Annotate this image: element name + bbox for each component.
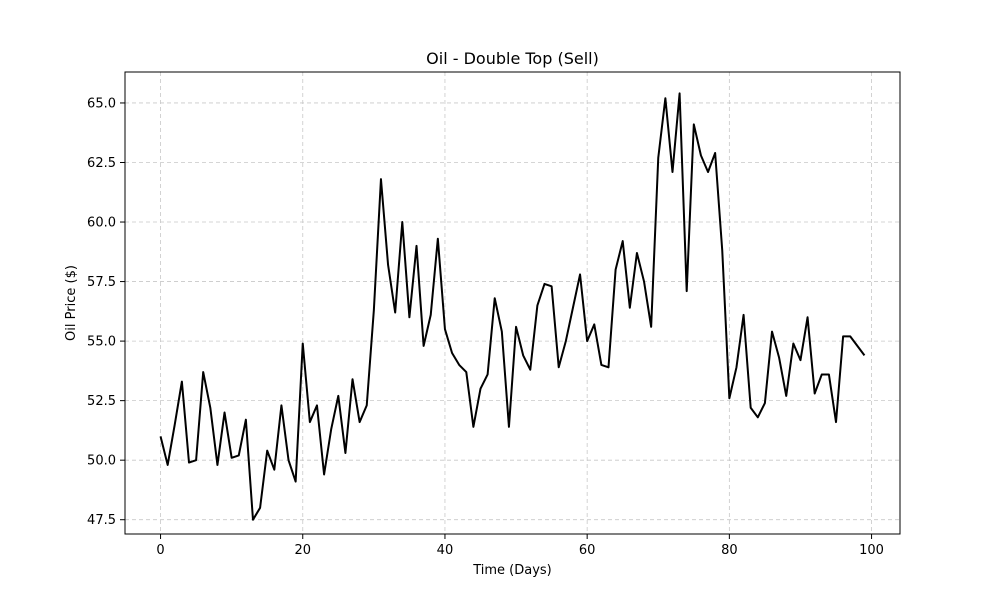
price-series-line (159, 92, 866, 521)
y-tick-label: 65.0 (87, 96, 116, 111)
y-tick-label: 62.5 (87, 156, 116, 171)
chart-title: Oil - Double Top (Sell) (426, 49, 599, 68)
x-axis-ticks: 0 20 40 60 80 100 (156, 534, 884, 558)
x-tick-label: 20 (294, 543, 311, 558)
y-tick-label: 50.0 (87, 454, 116, 469)
y-tick-label: 55.0 (87, 335, 116, 350)
plot-frame (124, 71, 901, 535)
series-layer (159, 92, 866, 521)
y-tick-label: 52.5 (87, 394, 116, 409)
x-tick-label: 100 (859, 543, 884, 558)
y-tick-label: 57.5 (87, 275, 116, 290)
y-axis-label: Oil Price ($) (64, 265, 79, 341)
x-axis-label: Time (Days) (472, 563, 552, 578)
y-tick-label: 47.5 (87, 513, 116, 528)
x-tick-label: 40 (437, 543, 454, 558)
x-tick-label: 0 (156, 543, 164, 558)
y-axis-ticks: 47.5 50.0 52.5 55.0 57.5 60.0 62.5 65.0 (87, 96, 125, 528)
y-tick-label: 60.0 (87, 216, 116, 231)
x-tick-label: 80 (721, 543, 738, 558)
x-tick-label: 60 (579, 543, 596, 558)
